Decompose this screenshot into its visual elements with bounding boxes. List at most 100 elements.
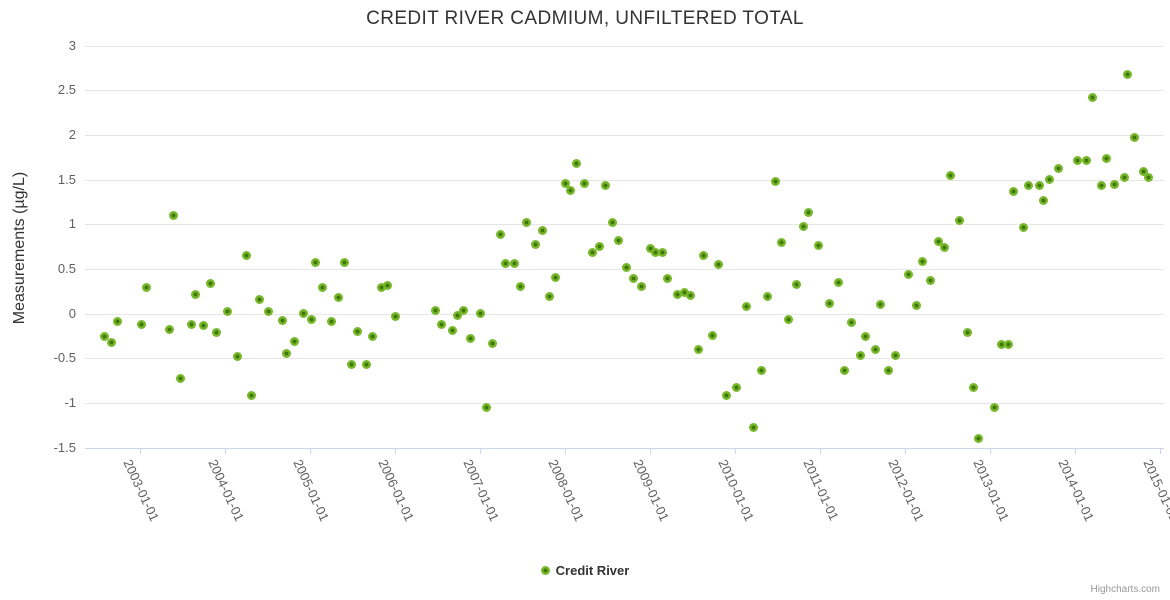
data-point[interactable] [495,229,505,239]
data-point[interactable] [629,273,639,283]
data-point[interactable] [367,331,377,341]
data-point[interactable] [1054,163,1064,173]
data-point[interactable] [663,273,673,283]
data-point[interactable] [608,218,618,228]
data-point[interactable] [1123,69,1133,79]
data-point[interactable] [840,366,850,376]
data-point[interactable] [551,272,561,282]
data-point[interactable] [1081,156,1091,166]
data-point[interactable] [824,299,834,309]
data-point[interactable] [861,331,871,341]
data-point[interactable] [926,276,935,286]
data-point[interactable] [176,374,186,384]
data-point[interactable] [594,242,604,252]
data-point[interactable] [339,258,349,268]
data-point[interactable] [1023,180,1033,190]
data-point[interactable] [813,241,823,251]
data-point[interactable] [326,317,336,327]
data-point[interactable] [784,314,794,324]
data-point[interactable] [137,319,147,329]
data-point[interactable] [475,309,485,319]
data-point[interactable] [1045,175,1054,185]
data-point[interactable] [1138,167,1148,177]
data-point[interactable] [290,336,300,346]
data-point[interactable] [798,221,808,231]
data-point[interactable] [954,216,964,226]
data-point[interactable] [1087,93,1097,102]
data-point[interactable] [165,325,175,335]
data-point[interactable] [1144,173,1154,183]
data-point[interactable] [918,256,928,266]
data-point[interactable] [645,244,655,253]
data-point[interactable] [658,247,668,257]
data-point[interactable] [545,292,555,302]
data-point[interactable] [1119,173,1129,183]
data-point[interactable] [1073,156,1082,166]
data-point[interactable] [212,328,221,337]
data-point[interactable] [298,309,308,319]
data-point[interactable] [933,236,943,246]
data-point[interactable] [233,352,243,362]
data-point[interactable] [989,403,999,412]
data-point[interactable] [732,383,742,393]
highcharts-credit-link[interactable]: Highcharts.com [1090,584,1160,595]
data-point[interactable] [199,320,209,330]
data-point[interactable] [1109,179,1119,189]
data-point[interactable] [168,210,178,220]
data-point[interactable] [962,328,972,337]
data-point[interactable] [651,247,661,257]
data-point[interactable] [376,283,386,293]
data-point[interactable] [846,318,856,328]
data-point[interactable] [333,293,343,303]
data-point[interactable] [580,178,590,188]
data-point[interactable] [834,277,844,287]
data-point[interactable] [939,243,949,253]
data-point[interactable] [246,390,256,400]
data-point[interactable] [672,290,682,300]
data-point[interactable] [1101,153,1111,163]
data-point[interactable] [277,316,287,326]
data-point[interactable] [501,259,510,269]
data-point[interactable] [572,159,582,169]
data-point[interactable] [722,391,731,401]
data-point[interactable] [241,251,251,261]
data-point[interactable] [311,258,321,268]
data-point[interactable] [1130,133,1139,143]
data-point[interactable] [714,260,724,270]
data-point[interactable] [447,326,457,336]
data-point[interactable] [870,344,880,354]
data-point[interactable] [685,291,695,301]
data-point[interactable] [875,300,885,310]
data-point[interactable] [307,315,317,325]
data-point[interactable] [263,306,273,316]
data-point[interactable] [347,360,357,370]
data-point[interactable] [382,280,392,290]
data-point[interactable] [997,339,1007,349]
data-point[interactable] [106,337,116,347]
data-point[interactable] [749,422,759,432]
data-point[interactable] [891,351,901,361]
data-point[interactable] [142,283,152,293]
data-point[interactable] [530,240,540,250]
data-point[interactable] [391,311,401,321]
data-point[interactable] [1096,181,1106,191]
data-point[interactable] [1018,222,1028,232]
data-point[interactable] [522,218,532,228]
data-point[interactable] [974,434,984,444]
data-point[interactable] [99,332,109,342]
data-point[interactable] [190,290,200,300]
data-point[interactable] [560,178,570,188]
data-point[interactable] [466,334,476,344]
data-point[interactable] [453,311,463,320]
data-point[interactable] [903,269,913,279]
data-point[interactable] [1004,339,1014,349]
data-point[interactable] [537,226,547,236]
legend-item-credit-river[interactable]: Credit River [540,563,629,578]
data-point[interactable] [459,305,469,315]
data-point[interactable] [510,259,520,269]
data-point[interactable] [223,306,232,316]
data-point[interactable] [637,282,646,292]
data-point[interactable] [693,344,703,354]
data-point[interactable] [707,330,717,340]
data-point[interactable] [699,251,709,261]
